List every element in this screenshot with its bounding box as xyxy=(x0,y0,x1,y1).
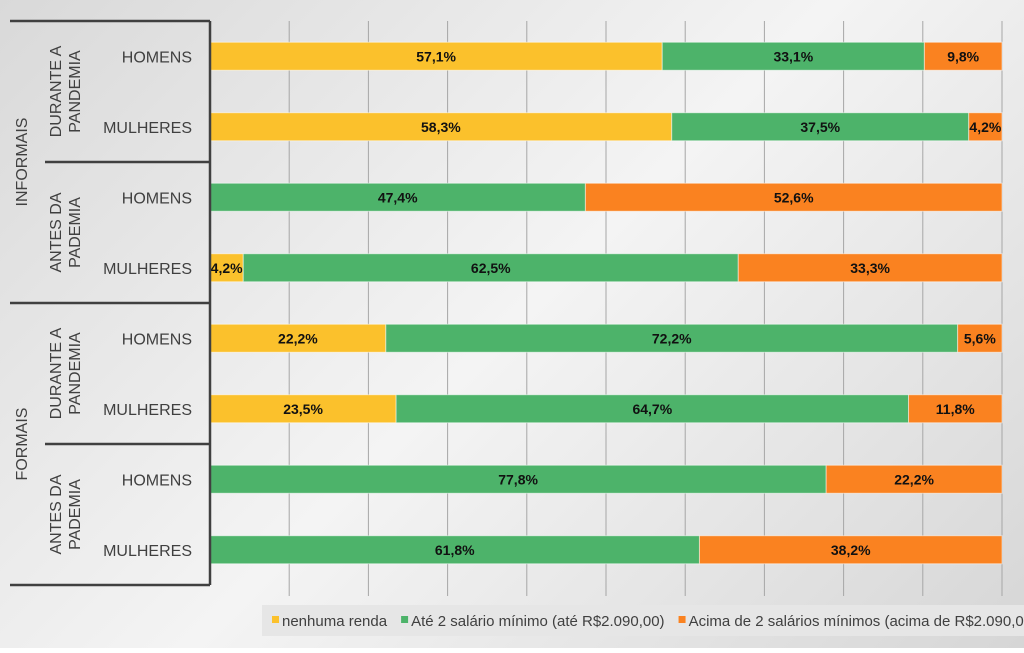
legend-label-2: Acima de 2 salários mínimos (acima de R$… xyxy=(689,613,1024,630)
bar-2 xyxy=(923,41,1003,71)
bar-0 xyxy=(209,323,387,353)
data-label: 23,5% xyxy=(283,401,323,417)
subgroup-label-line: PANDEMIA xyxy=(67,50,84,133)
subgroup-label-line: PADEMIA xyxy=(67,197,84,268)
bar-1 xyxy=(395,394,910,424)
bar-2 xyxy=(908,394,1003,424)
bar-2 xyxy=(737,253,1003,283)
data-label: 22,2% xyxy=(894,471,934,487)
data-label: 72,2% xyxy=(652,330,692,346)
bar-1 xyxy=(209,464,827,494)
data-label: 61,8% xyxy=(435,542,475,558)
legend-box xyxy=(262,605,1024,636)
data-label: 11,8% xyxy=(936,401,975,417)
subgroup-label: ANTES DA PADEMIA xyxy=(48,192,84,272)
data-label: 52,6% xyxy=(774,189,814,205)
subgroup-label-line: PANDEMIA xyxy=(67,332,84,415)
data-label: 37,5% xyxy=(800,119,840,135)
legend-label-0: nenhuma renda xyxy=(282,613,388,630)
subgroup-label-line: DURANTE A xyxy=(48,45,65,137)
data-label: 33,1% xyxy=(773,48,813,64)
category-label: HOMENS xyxy=(122,331,192,348)
group-label: INFORMAIS xyxy=(14,118,31,207)
category-label: MULHERES xyxy=(103,261,192,278)
bar-2 xyxy=(698,535,1003,565)
legend-swatch-1 xyxy=(401,616,409,623)
bar-1 xyxy=(671,112,970,142)
data-label: 47,4% xyxy=(378,189,418,205)
data-label: 64,7% xyxy=(632,401,672,417)
data-label: 62,5% xyxy=(471,260,511,276)
subgroup-label: DURANTE A PANDEMIA xyxy=(48,327,84,419)
bar-0 xyxy=(209,253,244,283)
data-label: 38,2% xyxy=(831,542,871,558)
bar-1 xyxy=(385,323,959,353)
data-label: 58,3% xyxy=(421,119,461,135)
data-label: 4,2% xyxy=(969,119,1001,135)
bar-2 xyxy=(957,323,1003,353)
category-label: MULHERES xyxy=(103,120,192,137)
bar-1 xyxy=(209,182,586,212)
category-label: HOMENS xyxy=(122,472,192,489)
subgroup-label-line: ANTES DA xyxy=(48,474,65,554)
subgroup-label: ANTES DA PADEMIA xyxy=(48,474,84,554)
data-label: 77,8% xyxy=(498,471,538,487)
bar-2 xyxy=(825,464,1003,494)
data-label: 4,2% xyxy=(211,260,243,276)
category-label: MULHERES xyxy=(103,543,192,560)
category-label: HOMENS xyxy=(122,49,192,66)
bar-1 xyxy=(661,41,925,71)
legend-swatch-2 xyxy=(678,616,686,623)
group-label: FORMAIS xyxy=(14,408,31,481)
bar-2 xyxy=(584,182,1003,212)
data-label: 57,1% xyxy=(416,48,456,64)
legend-label-1: Até 2 salário mínimo (até R$2.090,00) xyxy=(411,613,664,630)
subgroup-label: DURANTE A PANDEMIA xyxy=(48,45,84,137)
data-label: 5,6% xyxy=(964,330,996,346)
data-label: 9,8% xyxy=(947,48,979,64)
data-label: 22,2% xyxy=(278,330,318,346)
subgroup-label-line: ANTES DA xyxy=(48,192,65,272)
data-label: 33,3% xyxy=(850,260,890,276)
category-label: MULHERES xyxy=(103,402,192,419)
bar-0 xyxy=(209,394,397,424)
bar-1 xyxy=(242,253,739,283)
bar-2 xyxy=(968,112,1003,142)
subgroup-label-line: PADEMIA xyxy=(67,479,84,550)
category-label: HOMENS xyxy=(122,190,192,207)
legend-swatch-0 xyxy=(272,616,279,623)
subgroup-label-line: DURANTE A xyxy=(48,327,65,419)
